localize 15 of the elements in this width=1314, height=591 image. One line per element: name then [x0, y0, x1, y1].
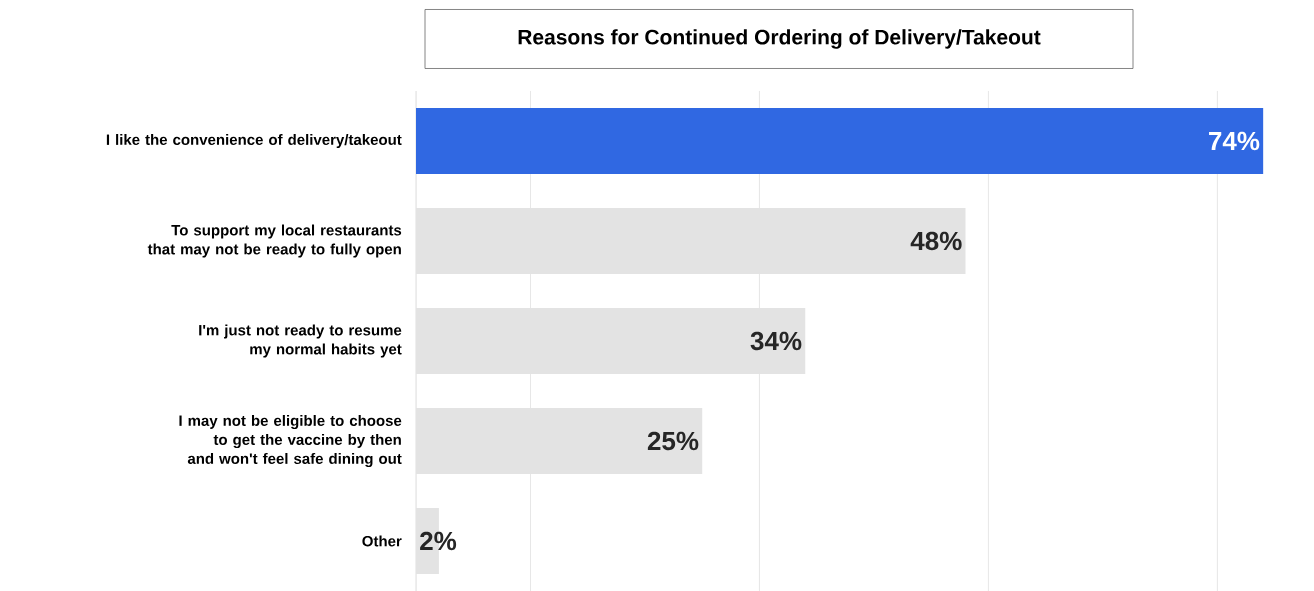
bar [416, 107, 1264, 174]
y-tick-label: Other [362, 535, 402, 547]
data-label: 2% [420, 531, 457, 551]
y-tick-label: I may not be eligible to choose to get the vaccine by then and won't feel safe dining out [179, 414, 402, 468]
y-tick-label: I like the convenience of delivery/takeout [106, 134, 402, 148]
data-label: 48% [910, 231, 962, 251]
bar [416, 207, 966, 274]
bar [416, 308, 806, 374]
y-tick-label: I'm just not ready to resume my normal habits yet [199, 324, 402, 358]
data-label: 34% [750, 331, 802, 351]
data-label: 74% [1209, 131, 1260, 151]
y-tick-label: To support my local restaurants that may not be ready to fully open [147, 224, 402, 258]
data-label: 25% [647, 431, 699, 451]
bar [416, 407, 703, 474]
chart-title: Reasons for Continued Ordering of Delivery/Takeout [518, 29, 1041, 49]
